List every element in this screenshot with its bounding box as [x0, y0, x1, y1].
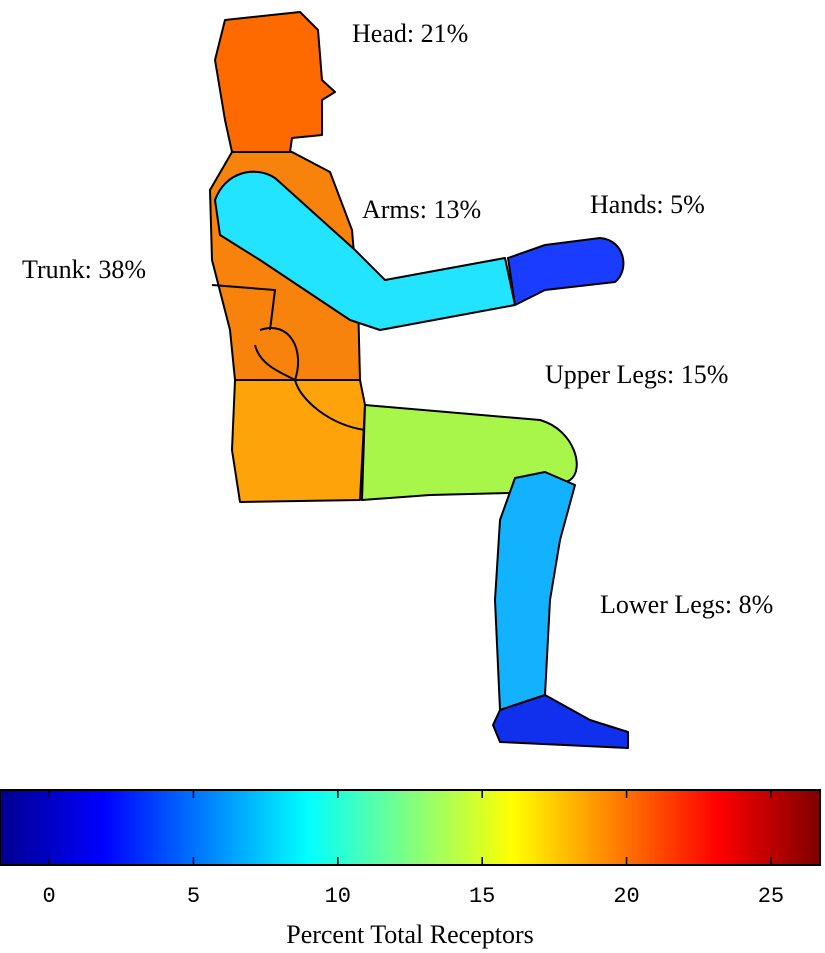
- trunk-lower: [231, 379, 366, 503]
- head: [214, 11, 336, 153]
- tick-label: 5: [187, 884, 200, 909]
- colorbar-label: Percent Total Receptors: [286, 920, 534, 949]
- tick-label: 10: [325, 884, 351, 909]
- tick-label: 25: [758, 884, 784, 909]
- hand: [507, 237, 625, 306]
- label-head: Head: 21%: [352, 19, 468, 48]
- tick-label: 20: [613, 884, 639, 909]
- lower-leg: [494, 471, 576, 711]
- tick-label: 0: [42, 884, 55, 909]
- tick-label: 15: [469, 884, 495, 909]
- label-trunk: Trunk: 38%: [22, 255, 146, 284]
- label-upper-legs: Upper Legs: 15%: [545, 360, 728, 389]
- arm: [214, 170, 516, 331]
- labels: Head: 21% Arms: 13% Hands: 5% Trunk: 38%…: [22, 19, 773, 619]
- body-figure: [209, 11, 629, 749]
- label-lower-legs: Lower Legs: 8%: [600, 590, 773, 619]
- foot: [492, 694, 629, 749]
- label-hands: Hands: 5%: [590, 190, 705, 219]
- label-arms: Arms: 13%: [362, 195, 481, 224]
- colorbar: [0, 789, 821, 866]
